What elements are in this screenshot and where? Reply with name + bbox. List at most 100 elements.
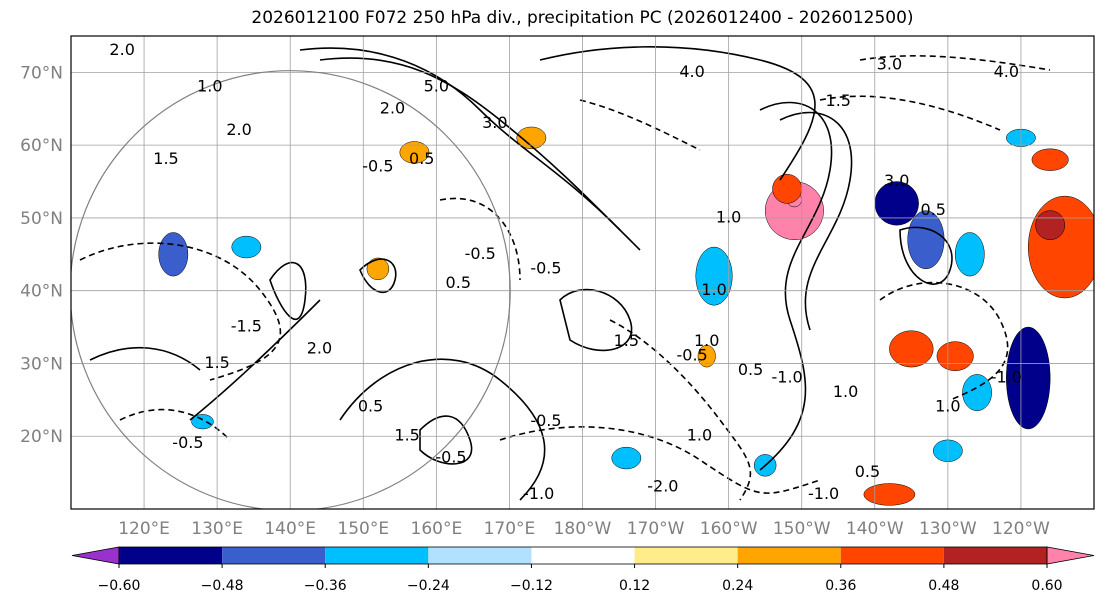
precip-patch-14	[399, 141, 430, 164]
colorbar-tick-label: −0.48	[201, 578, 244, 594]
chart-title: 2026012100 F072 250 hPa div., precipitat…	[251, 8, 914, 28]
contour-label: 5.0	[424, 76, 449, 95]
map-frame	[70, 35, 1095, 510]
y-tick-label: 20°N	[20, 427, 63, 447]
colorbar-tick-label: 0.12	[619, 578, 650, 594]
contour-label: 4.0	[679, 62, 704, 81]
x-tick-label: 150°E	[337, 519, 389, 539]
x-tick-label: 130°E	[191, 519, 243, 539]
x-tick-label: 180°W	[554, 519, 612, 539]
contour-label: -1.0	[991, 368, 1022, 387]
contour-label: -0.5	[676, 346, 707, 365]
contour-label: 1.0	[833, 382, 858, 401]
y-tick-label: 30°N	[20, 354, 63, 374]
colorbar-swatch	[222, 547, 326, 564]
precip-patch-12	[772, 174, 802, 204]
contour-label: 1.5	[826, 91, 851, 110]
contour-label: -0.5	[530, 258, 561, 277]
y-tick-label: 50°N	[20, 209, 63, 229]
colorbar-swatch	[119, 547, 223, 564]
colorbar-swatch	[428, 547, 532, 564]
x-tick-label: 160°E	[411, 519, 463, 539]
x-tick-label: 140°W	[846, 519, 904, 539]
colorbar-swatch	[325, 547, 429, 564]
contour-label: 2.0	[380, 98, 405, 117]
contour-label: 0.5	[855, 462, 880, 481]
contour-label: -0.5	[530, 411, 561, 430]
contour-label: 1.0	[716, 207, 741, 226]
colorbar-swatch	[634, 547, 738, 564]
contour-label: 3.0	[482, 113, 507, 132]
contour-label: 2.0	[109, 40, 134, 59]
precip-patch-17	[863, 483, 916, 506]
colorbar-swatch	[840, 547, 944, 564]
contour-label: 0.5	[921, 200, 946, 219]
colorbar-tick-label: −0.60	[98, 578, 141, 594]
y-tick-label: 60°N	[20, 136, 63, 156]
colorbar-tick-label: 0.36	[825, 578, 856, 594]
contour-label: 1.5	[394, 426, 419, 445]
precip-patch-2	[1027, 195, 1094, 299]
precip-patch-7	[889, 330, 934, 368]
colorbar-tick-label: −0.24	[407, 578, 450, 594]
x-tick-label: 140°E	[264, 519, 316, 539]
x-tick-label: 130°W	[919, 519, 977, 539]
colorbar-swatch	[943, 547, 1047, 564]
x-tick-label: 170°E	[484, 519, 536, 539]
contour-label: 1.0	[197, 76, 222, 95]
contour-label: 3.0	[877, 55, 902, 74]
contour-label: 2.0	[307, 338, 332, 357]
colorbar-tick-label: −0.12	[510, 578, 553, 594]
y-tick-label: 40°N	[20, 282, 63, 302]
contour-label: 1.0	[687, 426, 712, 445]
x-tick-label: 170°W	[627, 519, 685, 539]
precip-patch-13	[516, 126, 547, 150]
colorbar-extend-high	[1046, 546, 1095, 565]
contour-label: 4.0	[994, 62, 1019, 81]
contour-label: -1.0	[523, 484, 554, 503]
colorbar-tick-label: 0.24	[722, 578, 753, 594]
contour-label: 1.5	[614, 331, 639, 350]
contour-label: -1.0	[808, 484, 839, 503]
contour-label: 0.5	[409, 149, 434, 168]
colorbar-swatch	[531, 547, 635, 564]
contour-label: -2.0	[647, 477, 678, 496]
precip-patch-6	[954, 232, 985, 277]
colorbar-tick-label: −0.36	[304, 578, 347, 594]
contour-label: -1.0	[771, 368, 802, 387]
x-tick-label: 120°W	[992, 519, 1050, 539]
x-tick-label: 150°W	[773, 519, 831, 539]
contour-label: 0.5	[358, 397, 383, 416]
precip-patch-8	[936, 341, 974, 371]
colorbar-tick-label: 0.48	[928, 578, 959, 594]
contour-label: 1.5	[153, 149, 178, 168]
colorbar-extend-low	[71, 546, 120, 565]
contour-label: 1.5	[204, 353, 229, 372]
precip-patch-5	[907, 210, 945, 270]
contour-label: -1.5	[231, 317, 262, 336]
colorbar-swatch	[737, 547, 841, 564]
contour-label: 2.0	[226, 120, 251, 139]
precip-patch-16	[231, 235, 262, 259]
contour-label: 1.0	[935, 397, 960, 416]
x-tick-label: 160°W	[700, 519, 758, 539]
precip-patch-22	[697, 345, 716, 368]
precip-patch-24	[1031, 148, 1069, 171]
colorbar-tick-label: 0.60	[1031, 578, 1062, 594]
contour-label: -0.5	[435, 448, 466, 467]
precip-patch-3	[1035, 210, 1066, 241]
contour-label: 0.5	[446, 273, 471, 292]
contour-label: -0.5	[362, 156, 393, 175]
precip-patch-23	[366, 257, 390, 281]
contour-label: -0.5	[465, 244, 496, 263]
x-tick-label: 120°E	[118, 519, 170, 539]
contour-label: 1.0	[694, 331, 719, 350]
precip-patch-15	[158, 232, 189, 277]
precip-patch-19	[611, 446, 642, 470]
precip-patch-9	[1006, 326, 1051, 430]
y-tick-label: 70°N	[20, 63, 63, 83]
precip-patch-21	[191, 414, 214, 430]
contour-label: -0.5	[172, 433, 203, 452]
contour-label: 1.0	[701, 280, 726, 299]
